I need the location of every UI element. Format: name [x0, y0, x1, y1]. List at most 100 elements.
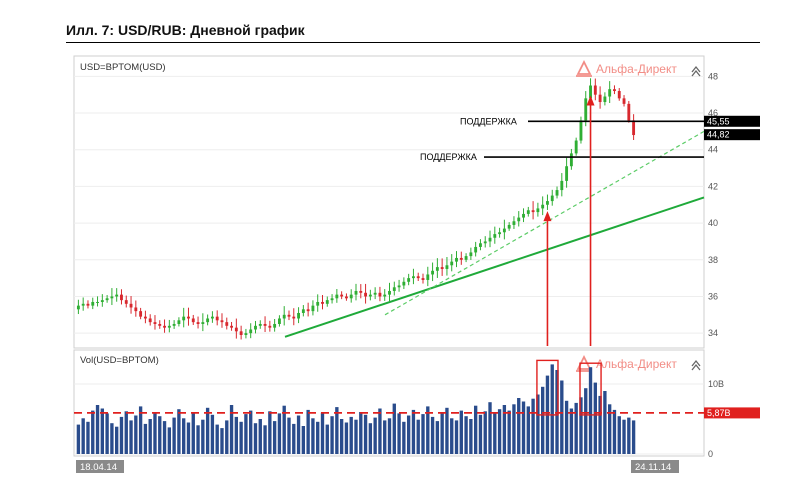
candle-body: [421, 278, 425, 280]
volume-bar: [459, 410, 463, 454]
alfa-logo-icon: [576, 59, 592, 77]
support-label-upper: ПОДДЕРЖКА: [460, 116, 517, 126]
volume-bar: [569, 408, 574, 454]
candle-body: [311, 305, 315, 312]
candle-body: [249, 329, 253, 334]
volume-bar: [277, 413, 282, 454]
volume-bar: [359, 412, 363, 454]
volume-bar: [574, 402, 578, 454]
volume-bar: [612, 409, 617, 454]
volume-bar: [483, 411, 487, 454]
volume-spike-box: [536, 359, 559, 416]
volume-bar: [316, 421, 320, 454]
volume-bar: [363, 414, 368, 454]
volume-bar: [287, 417, 291, 454]
candle-body: [579, 120, 583, 141]
price-tick-label: 36: [708, 291, 718, 301]
candle-body: [440, 267, 444, 269]
candle-body: [502, 228, 506, 233]
candle-body: [287, 314, 291, 317]
candle-body: [321, 301, 324, 304]
volume-bar: [564, 400, 569, 454]
volume-bar: [182, 418, 186, 454]
candle-body: [526, 210, 530, 214]
candle-body: [498, 232, 502, 235]
candle-body: [479, 243, 482, 247]
volume-bar: [473, 405, 478, 454]
volume-bar: [129, 420, 133, 454]
candle-body: [187, 316, 190, 319]
candle-body: [91, 301, 95, 306]
volume-bar: [320, 412, 325, 454]
volume-bar: [579, 397, 583, 454]
candle-body: [254, 325, 257, 330]
volume-spike-highlights: [536, 359, 602, 416]
candle-body: [459, 257, 463, 260]
candle-body: [450, 261, 454, 266]
candle-body: [569, 153, 573, 167]
volume-bar: [263, 425, 267, 454]
candle-body: [522, 213, 525, 218]
price-tick-label: 40: [708, 218, 718, 228]
candle-body: [349, 294, 353, 299]
volume-bar: [115, 426, 119, 454]
price-grid: 34 36 38 40 42 44 46 48: [74, 71, 718, 338]
candle-body: [632, 120, 636, 136]
volume-bar: [627, 417, 631, 454]
candle-body: [239, 331, 243, 335]
volume-bar: [478, 414, 483, 454]
candle-body: [124, 300, 128, 304]
candle-body: [206, 318, 210, 323]
candle-body: [392, 287, 396, 291]
price-tag-upper-text: 45,55: [707, 116, 730, 126]
candle-body: [364, 292, 368, 297]
volume-bar: [368, 423, 373, 454]
volume-bar: [540, 386, 545, 454]
candle-body: [517, 217, 521, 222]
candle-body: [493, 234, 497, 238]
volume-bar: [272, 421, 277, 454]
candle-body: [359, 290, 363, 293]
candle-body: [292, 316, 296, 319]
candle-body: [455, 257, 458, 262]
price-instrument-label: USD=BPTOM(USD): [80, 62, 166, 73]
volume-average-tag: [704, 407, 760, 419]
volume-bar: [335, 407, 339, 454]
candle-body: [574, 140, 578, 154]
candle-body: [541, 204, 545, 209]
figure-title: Илл. 7: USD/RUB: Дневной график: [66, 22, 305, 38]
trend-line-solid: [284, 196, 705, 338]
volume-bar: [512, 404, 516, 454]
volume-bar: [292, 423, 296, 454]
candle-body: [96, 301, 99, 303]
volume-bar: [162, 421, 167, 454]
volume-bar: [143, 423, 148, 454]
volume-bar: [234, 416, 239, 454]
candle-body: [603, 96, 607, 103]
volume-spike-box: [579, 362, 602, 416]
volume-bar: [253, 423, 258, 454]
volume-bar: [598, 395, 602, 454]
volume-bar: [344, 422, 349, 454]
volume-bar: [124, 411, 128, 454]
volume-bar: [550, 364, 554, 454]
volume-bar: [488, 402, 492, 454]
candle-body: [191, 318, 195, 323]
candle-body: [546, 201, 549, 205]
candle-body: [76, 305, 80, 310]
volume-bar: [91, 410, 95, 454]
candle-body: [407, 278, 411, 282]
price-collapse-chevron-icon[interactable]: [691, 65, 701, 77]
candle-body: [469, 252, 473, 257]
candle-body: [263, 323, 267, 326]
volume-collapse-chevron-icon[interactable]: [691, 359, 701, 371]
price-watermark: Альфа-Директ: [576, 59, 677, 77]
candle-body: [378, 292, 382, 297]
volume-bar: [349, 416, 353, 454]
volume-bar: [603, 391, 607, 454]
candle-body: [163, 325, 166, 328]
candle-body: [483, 241, 487, 244]
volume-bar: [201, 419, 205, 454]
volume-bar: [555, 370, 559, 454]
